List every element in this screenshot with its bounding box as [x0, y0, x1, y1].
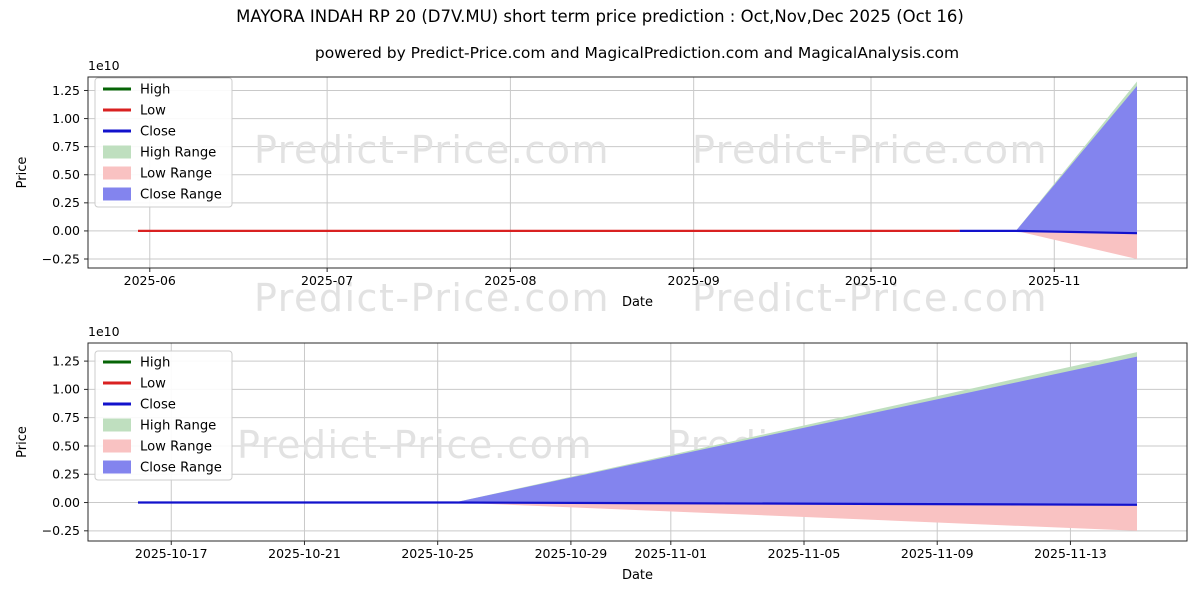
- x-tick-label: 2025-10-29: [535, 546, 608, 561]
- legend-label: Low: [140, 104, 166, 119]
- series-low-range: [454, 502, 1137, 531]
- x-tick-label: 2025-10: [845, 273, 897, 288]
- legend: High Low Close High Range Low Range Close Ran…: [94, 350, 233, 481]
- watermark-text: Predict-Price.com: [254, 128, 610, 172]
- y-tick-label: 0.25: [52, 467, 80, 482]
- y-tick-label: −0.25: [42, 251, 80, 266]
- series-low-range: [1015, 230, 1137, 259]
- x-tick-label: 2025-11-09: [901, 546, 974, 561]
- series-close: [138, 501, 1138, 506]
- y-axis-offset-label: 1e10: [88, 58, 120, 73]
- y-tick-label: 1.00: [52, 382, 80, 397]
- watermark-text: Predict-Price.com: [237, 423, 593, 467]
- legend-label: Close: [140, 398, 176, 413]
- x-tick-label: 2025-11-13: [1034, 546, 1107, 561]
- x-tick-label: 2025-10-21: [268, 546, 341, 561]
- y-tick-label: 1.25: [52, 353, 80, 368]
- legend-label: Low Range: [140, 440, 212, 455]
- x-tick-label: 2025-11-05: [768, 546, 841, 561]
- series-layer: [138, 81, 1138, 259]
- x-tick-label: 2025-10-17: [135, 546, 208, 561]
- watermark-text: Predict-Price.com: [254, 276, 610, 320]
- legend-label: Close: [140, 125, 176, 140]
- series-close-range: [454, 356, 1137, 505]
- y-axis-label: Price: [15, 426, 30, 458]
- y-tick-label: 1.25: [52, 83, 80, 98]
- x-tick-label: 2025-11-01: [634, 546, 707, 561]
- legend-label: Close Range: [140, 461, 222, 476]
- x-tick-label: 2025-09: [668, 273, 720, 288]
- plot-border: [87, 342, 1188, 542]
- y-axis-offset-label: 1e10: [88, 324, 120, 339]
- x-tick-label: 2025-07: [301, 273, 353, 288]
- y-tick-label: 0.75: [52, 139, 80, 154]
- series-close: [959, 229, 1138, 235]
- chart-subtitle: powered by Predict-Price.com and Magical…: [314, 44, 960, 62]
- x-tick-label: 2025-08: [484, 273, 536, 288]
- legend-label: Low: [140, 377, 166, 392]
- legend-label: High Range: [140, 419, 216, 434]
- y-axis: −0.25 0.00 0.25 0.50 0.75 1.00 1.25: [42, 353, 88, 538]
- legend-label: High: [140, 83, 170, 98]
- y-axis-label: Price: [15, 157, 30, 189]
- legend-swatch-low_range: [103, 166, 131, 180]
- watermark-text: Predict-Price.com: [692, 276, 1048, 320]
- y-tick-label: 0.75: [52, 410, 80, 425]
- x-tick-label: 2025-11: [1028, 273, 1080, 288]
- x-tick-label: 2025-10-25: [401, 546, 474, 561]
- y-tick-label: 1.00: [52, 111, 80, 126]
- legend-swatch-low_range: [103, 439, 131, 453]
- legend-swatch-close_range: [103, 460, 131, 474]
- y-tick-label: 0.00: [52, 223, 80, 238]
- plot-border: [87, 76, 1188, 269]
- y-tick-label: 0.50: [52, 167, 80, 182]
- legend: High Low Close High Range Low Range Close Ran…: [94, 77, 233, 208]
- page-title: MAYORA INDAH RP 20 (D7V.MU) short term p…: [236, 7, 964, 26]
- y-tick-label: 0.00: [52, 495, 80, 510]
- x-tick-label: 2025-06: [124, 273, 176, 288]
- x-axis: 2025-10-17 2025-10-21 2025-10-25 2025-10-29…: [135, 541, 1107, 561]
- legend-swatch-close_range: [103, 187, 131, 201]
- x-axis-label: Date: [622, 295, 653, 310]
- y-tick-label: 0.50: [52, 438, 80, 453]
- x-axis: 2025-06 2025-07 2025-08 2025-09 2025-10 2025-…: [124, 268, 1080, 288]
- legend-label: Close Range: [140, 188, 222, 203]
- legend-label: High Range: [140, 146, 216, 161]
- legend-label: Low Range: [140, 167, 212, 182]
- y-tick-label: 0.25: [52, 195, 80, 210]
- legend-swatch-high_range: [103, 418, 131, 432]
- watermark-layer: Predict-Price.com Predict-Price.com Predic…: [254, 128, 1048, 320]
- y-axis: −0.25 0.00 0.25 0.50 0.75 1.00 1.25: [42, 83, 88, 266]
- series-close-range: [1015, 86, 1137, 234]
- legend-label: High: [140, 356, 170, 371]
- legend-swatch-high_range: [103, 145, 131, 159]
- y-tick-label: −0.25: [42, 523, 80, 538]
- watermark-text: Predict-Price.com: [692, 128, 1048, 172]
- x-axis-label: Date: [622, 568, 653, 583]
- series-layer: [138, 352, 1138, 531]
